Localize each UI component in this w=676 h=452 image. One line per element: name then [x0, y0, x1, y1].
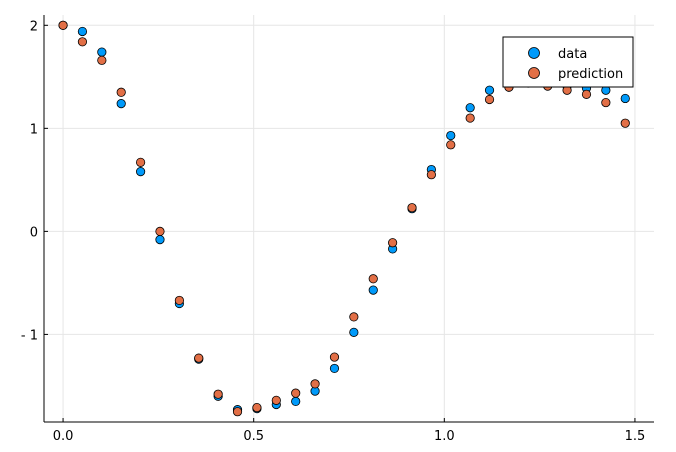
point-prediction-7	[194, 353, 204, 363]
point-prediction-8	[213, 389, 223, 399]
point-data-5	[155, 235, 165, 245]
x-tick-label-1: 0.5	[243, 429, 264, 444]
point-data-1	[77, 26, 88, 37]
point-prediction-1	[77, 37, 88, 47]
point-prediction-9	[232, 407, 243, 417]
y-tick-label-2: 1	[30, 122, 38, 137]
point-data-15	[349, 327, 359, 337]
point-data-22	[484, 85, 495, 95]
point-data-12	[291, 396, 301, 406]
point-prediction-2	[97, 55, 107, 65]
point-prediction-3	[116, 87, 126, 97]
point-prediction-28	[601, 97, 611, 108]
y-tick-label-3: 2	[30, 19, 38, 34]
legend: data prediction	[502, 36, 634, 88]
point-prediction-17	[388, 238, 398, 248]
axes	[43, 15, 654, 423]
point-prediction-22	[484, 94, 495, 105]
point-prediction-18	[407, 203, 417, 213]
point-prediction-19	[426, 170, 436, 180]
point-prediction-13	[310, 379, 320, 389]
point-prediction-15	[349, 312, 359, 322]
x-tick-label-3: 1.5	[625, 429, 646, 444]
point-prediction-4	[136, 157, 146, 167]
point-data-4	[136, 167, 146, 177]
point-prediction-12	[291, 388, 301, 398]
tick-labels: 0.0 0.5 1.0 1.5 - 1 0 1 2	[21, 19, 645, 444]
grid-lines	[44, 15, 654, 422]
point-prediction-21	[465, 113, 475, 123]
y-tick-label-0: - 1	[21, 328, 38, 343]
point-data-16	[368, 285, 378, 295]
point-prediction-10	[252, 402, 262, 413]
y-tick-label-1: 0	[30, 225, 38, 240]
point-prediction-20	[446, 140, 456, 150]
point-prediction-6	[174, 295, 184, 306]
point-data-20	[446, 130, 456, 141]
legend-marker-data	[528, 47, 540, 59]
legend-box	[502, 36, 634, 88]
point-prediction-29	[620, 118, 630, 128]
legend-label-data: data	[558, 47, 587, 62]
point-prediction-14	[329, 352, 340, 362]
point-data-21	[465, 103, 475, 113]
x-tick-label-0: 0.0	[53, 429, 74, 444]
x-tick-label-2: 1.0	[434, 429, 455, 444]
point-data-29	[620, 93, 630, 104]
point-data-14	[329, 363, 340, 374]
point-data-2	[97, 47, 107, 57]
legend-label-prediction: prediction	[558, 67, 623, 82]
point-prediction-0	[58, 20, 68, 30]
point-prediction-5	[155, 226, 165, 236]
point-prediction-27	[581, 89, 592, 99]
legend-marker-prediction	[528, 67, 540, 79]
point-prediction-16	[368, 274, 378, 284]
point-prediction-11	[271, 395, 281, 405]
point-data-3	[116, 99, 126, 109]
